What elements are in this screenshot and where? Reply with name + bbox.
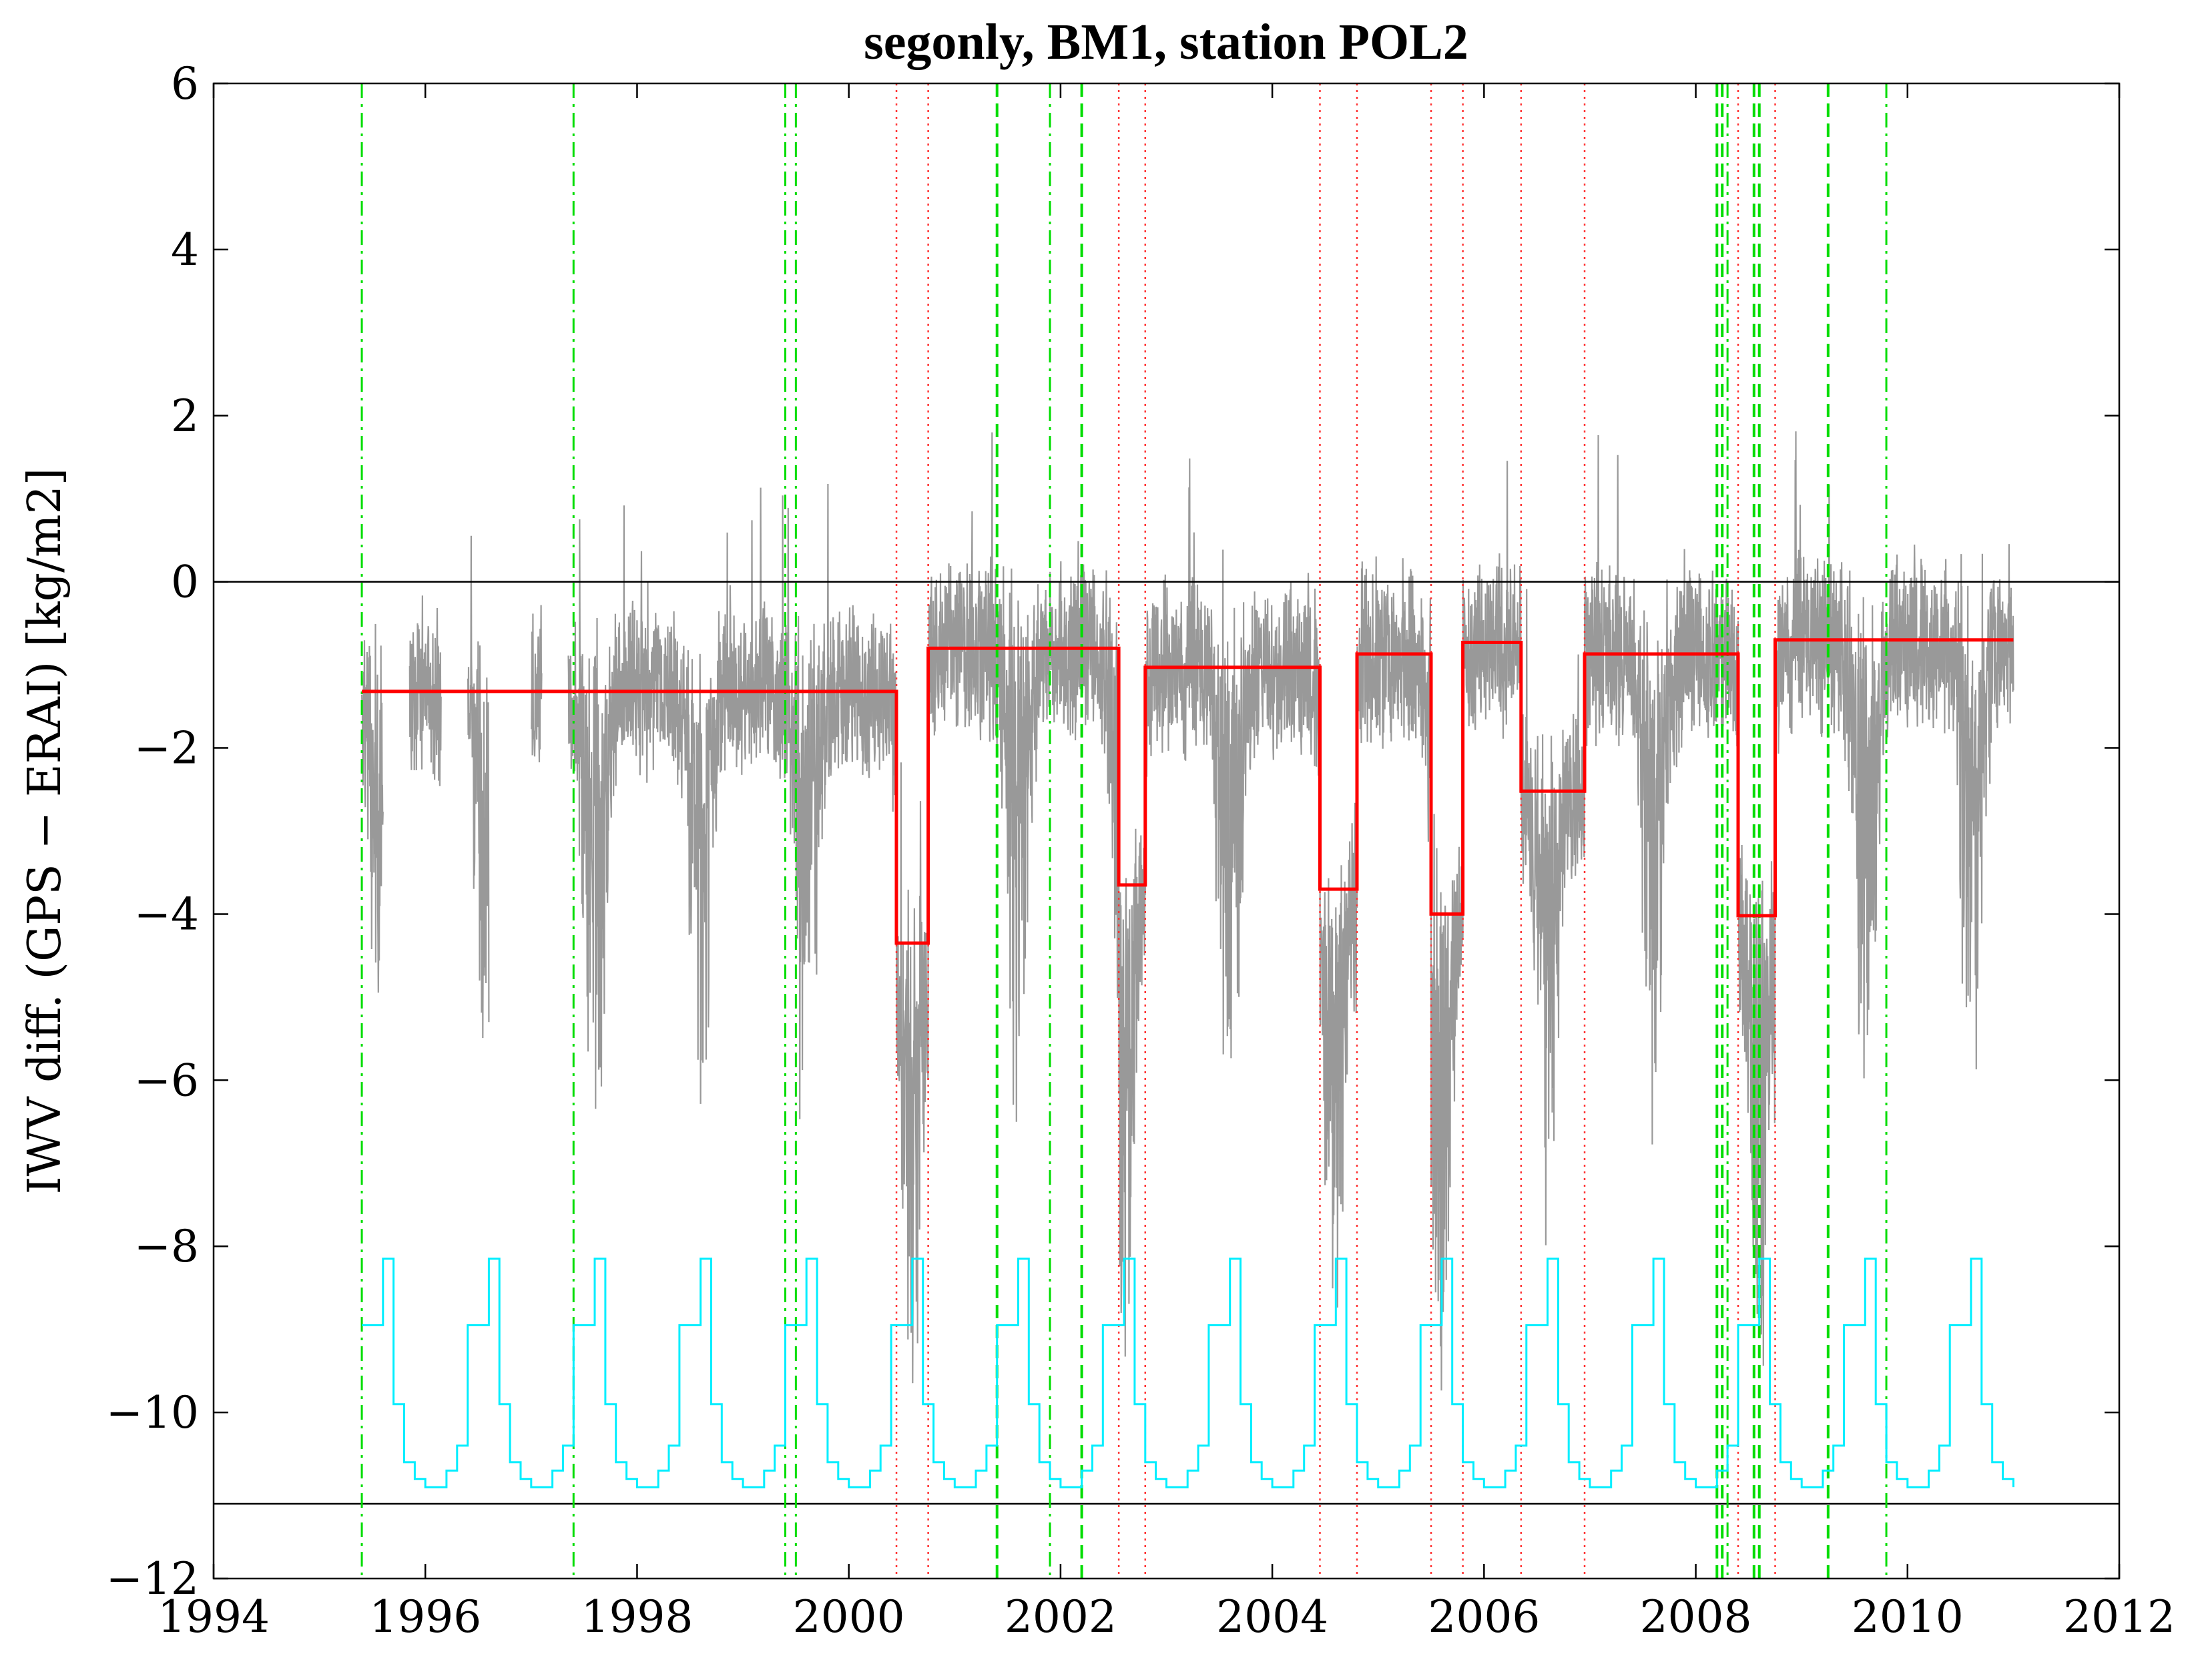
x-tick-label-2: 1998 bbox=[581, 1591, 693, 1643]
x-tick-label-3: 2000 bbox=[793, 1591, 905, 1643]
segments-layer bbox=[362, 638, 2014, 945]
segment-means-line bbox=[362, 638, 2014, 945]
y-tick-label-3: 0 bbox=[171, 557, 199, 608]
x-tick-label-9: 2012 bbox=[2063, 1591, 2175, 1643]
y-axis-label: IWV diff. (GPS − ERAI) [kg/m2] bbox=[19, 468, 71, 1195]
reference-lines-layer bbox=[214, 581, 2119, 1505]
y-tick-label-0: 6 bbox=[171, 58, 199, 109]
y-tick-label-1: 4 bbox=[171, 224, 199, 276]
y-tick-label-9: −12 bbox=[106, 1553, 199, 1605]
x-tick-label-6: 2006 bbox=[1428, 1591, 1540, 1643]
x-tick-label-5: 2004 bbox=[1216, 1591, 1328, 1643]
x-tick-label-4: 2002 bbox=[1005, 1591, 1117, 1643]
y-tick-label-2: 2 bbox=[171, 390, 199, 442]
x-tick-label-0: 1994 bbox=[158, 1591, 270, 1643]
x-tick-label-8: 2010 bbox=[1852, 1591, 1964, 1643]
raw-series-layer bbox=[361, 431, 2014, 1391]
x-tick-label-1: 1996 bbox=[369, 1591, 481, 1643]
y-tick-label-7: −8 bbox=[134, 1221, 199, 1272]
plot-frame bbox=[212, 82, 2121, 1580]
seasonal-cycle-line bbox=[362, 1257, 2014, 1488]
seasonal-cycle-layer bbox=[362, 1257, 2014, 1488]
chart-title: segonly, BM1, station POL2 bbox=[864, 14, 1468, 70]
raw-series-line bbox=[361, 431, 2014, 1391]
y-tick-label-6: −6 bbox=[134, 1055, 199, 1106]
y-tick-label-5: −4 bbox=[134, 888, 199, 940]
y-tick-label-8: −10 bbox=[106, 1387, 199, 1438]
y-tick-label-4: −2 bbox=[134, 723, 199, 774]
axes-layer: 1994 1996 1998 2000 2002 2004 2006 2008 2010 2012… bbox=[106, 58, 2175, 1643]
x-tick-label-7: 2008 bbox=[1640, 1591, 1752, 1643]
